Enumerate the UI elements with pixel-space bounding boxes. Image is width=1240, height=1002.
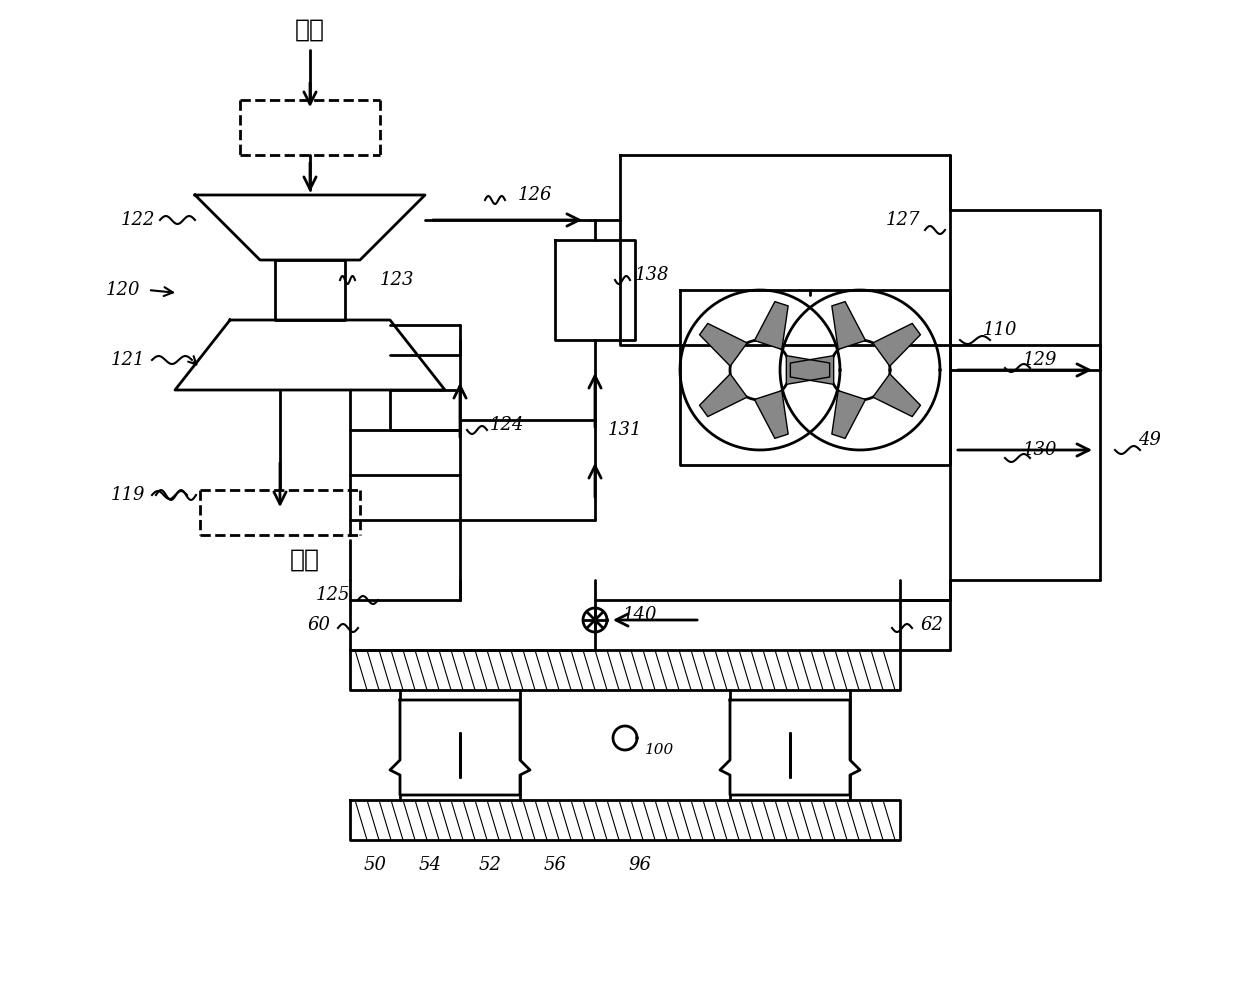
Polygon shape: [754, 391, 789, 439]
Polygon shape: [391, 700, 529, 795]
Text: 119: 119: [110, 486, 145, 504]
Text: 96: 96: [629, 856, 651, 874]
Text: 122: 122: [120, 211, 155, 229]
Polygon shape: [786, 356, 830, 385]
Text: 123: 123: [379, 271, 414, 289]
Text: 排气: 排气: [290, 548, 320, 571]
Polygon shape: [350, 650, 900, 690]
Polygon shape: [175, 320, 445, 390]
Polygon shape: [275, 260, 345, 320]
Polygon shape: [832, 302, 866, 350]
Polygon shape: [556, 240, 635, 340]
Text: 125: 125: [315, 586, 350, 604]
Polygon shape: [873, 324, 920, 366]
Text: 进气: 进气: [295, 18, 325, 41]
Polygon shape: [832, 391, 866, 439]
Text: 62: 62: [920, 616, 942, 634]
Polygon shape: [790, 356, 833, 385]
Polygon shape: [699, 324, 748, 366]
Text: 130: 130: [1023, 441, 1058, 459]
Text: 49: 49: [1138, 431, 1162, 449]
Text: 126: 126: [518, 186, 552, 204]
Text: 138: 138: [635, 266, 670, 284]
Text: 60: 60: [308, 616, 330, 634]
Text: 56: 56: [543, 856, 567, 874]
Text: 121: 121: [110, 351, 145, 369]
Polygon shape: [699, 374, 748, 417]
Polygon shape: [195, 195, 425, 260]
Text: 140: 140: [622, 606, 657, 624]
Text: 129: 129: [1023, 351, 1058, 369]
Polygon shape: [620, 155, 950, 345]
Polygon shape: [720, 700, 861, 795]
Polygon shape: [873, 374, 920, 417]
Polygon shape: [350, 800, 900, 840]
Text: 50: 50: [363, 856, 387, 874]
Text: 52: 52: [479, 856, 501, 874]
Polygon shape: [754, 302, 789, 350]
Text: 54: 54: [419, 856, 441, 874]
Text: 131: 131: [608, 421, 642, 439]
Text: 120: 120: [105, 281, 140, 299]
Text: 124: 124: [490, 416, 525, 434]
Text: 110: 110: [983, 321, 1017, 339]
Text: 100: 100: [645, 743, 675, 757]
Text: 127: 127: [885, 211, 920, 229]
